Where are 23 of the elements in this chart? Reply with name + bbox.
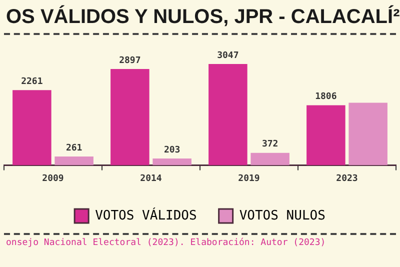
x-tick-label: 2019 [238,174,260,184]
data-label: 2897 [119,56,141,66]
data-label: 203 [164,145,180,156]
bar [110,69,150,166]
data-label: 3047 [217,50,239,61]
bar [208,64,248,166]
bar [348,102,388,166]
bar [54,156,94,166]
bar [306,105,346,166]
bar [250,152,290,166]
data-label: 261 [66,143,82,154]
x-tick-label: 2014 [140,174,162,184]
chart-title: OS VÁLIDOS Y NULOS, JPR - CALACALÍ² [5,4,400,30]
text: onsejo Nacional Electoral (2023). Elaboración: Autor (2023) [5,236,327,250]
bar [152,158,192,166]
data-label: 2261 [21,76,43,87]
data-label: 372 [262,140,278,150]
legend-label: VOTOS VÁLIDOS [95,206,197,224]
bar [12,90,52,166]
x-tick-label: 2023 [336,174,358,184]
x-tick-label: 2009 [42,174,64,184]
data-label: 1806 [315,92,337,102]
legend-label: VOTOS NULOS [239,208,326,224]
